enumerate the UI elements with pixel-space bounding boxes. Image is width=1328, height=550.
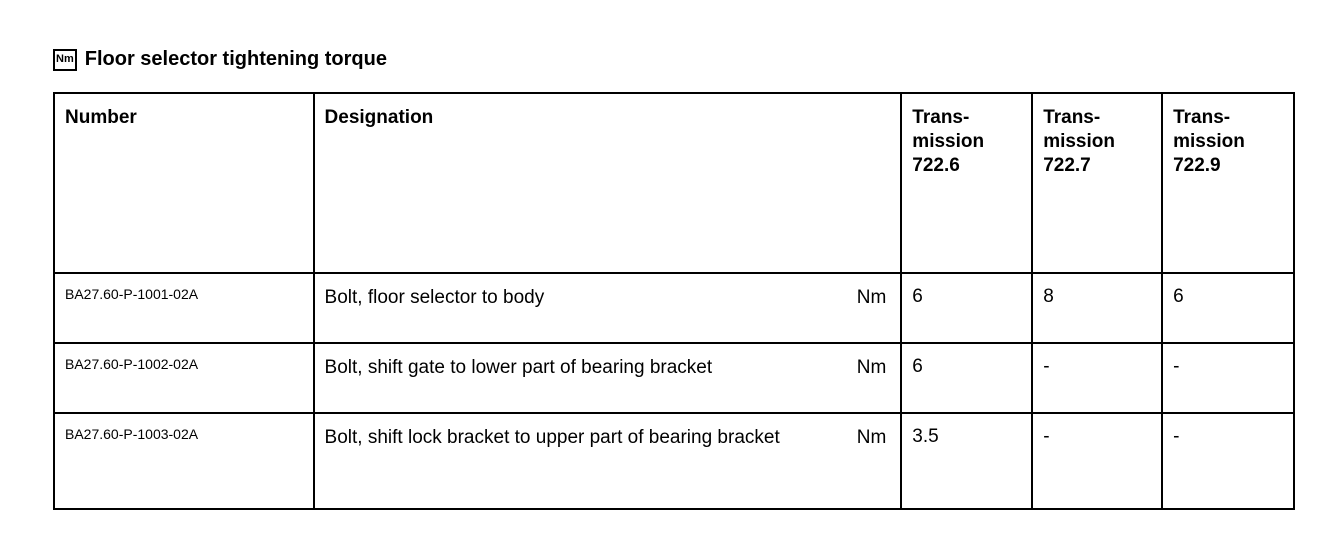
unit: Nm: [856, 357, 887, 378]
designation: Bolt, floor selector to body: [324, 287, 545, 308]
table-row: BA27.60-P-1003-02A Bolt, shift lock brac…: [53, 412, 1295, 510]
header-722-6: Trans- mission 722.6: [900, 92, 1034, 274]
value-722-9: -: [1161, 342, 1295, 414]
part-number: BA27.60-P-1001-02A: [53, 272, 315, 344]
table-row: BA27.60-P-1002-02A Bolt, shift gate to l…: [53, 342, 1295, 414]
header-row: Number Designation Trans- mission 722.6 …: [53, 92, 1295, 274]
value-722-7: 8: [1031, 272, 1164, 344]
header-designation: Designation: [312, 92, 903, 274]
value-722-6: 6: [900, 272, 1034, 344]
torque-table: Number Designation Trans- mission 722.6 …: [53, 92, 1295, 510]
section-title: Nm Floor selector tightening torque: [53, 48, 387, 71]
unit: Nm: [856, 427, 887, 448]
part-number: BA27.60-P-1002-02A: [53, 342, 315, 414]
designation: Bolt, shift lock bracket to upper part o…: [324, 427, 780, 448]
header-722-7: Trans- mission 722.7: [1031, 92, 1164, 274]
designation: Bolt, shift gate to lower part of bearin…: [324, 357, 713, 378]
table-row: BA27.60-P-1001-02A Bolt, floor selector …: [53, 272, 1295, 344]
designation-cell: Bolt, shift gate to lower part of bearin…: [312, 342, 903, 414]
value-722-7: -: [1031, 412, 1164, 510]
title-text: Floor selector tightening torque: [84, 48, 387, 70]
value-722-9: 6: [1161, 272, 1295, 344]
designation-cell: Bolt, shift lock bracket to upper part o…: [312, 412, 903, 510]
part-number: BA27.60-P-1003-02A: [53, 412, 315, 510]
value-722-7: -: [1031, 342, 1164, 414]
header-722-9: Trans- mission 722.9: [1161, 92, 1295, 274]
value-722-6: 6: [900, 342, 1034, 414]
designation-cell: Bolt, floor selector to body Nm: [312, 272, 903, 344]
value-722-6: 3.5: [900, 412, 1034, 510]
value-722-9: -: [1161, 412, 1295, 510]
torque-nm-icon: Nm: [53, 48, 77, 71]
header-number: Number: [53, 92, 315, 274]
unit: Nm: [856, 287, 887, 308]
